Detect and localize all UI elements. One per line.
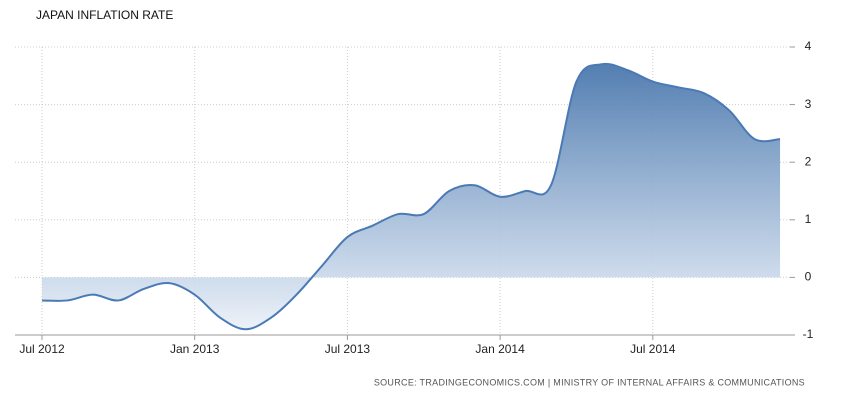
- line: [41, 62, 781, 331]
- area-fill: [42, 63, 781, 330]
- x-tick-label: Jan 2014: [475, 342, 525, 356]
- y-tick-label: 1: [805, 212, 812, 226]
- y-tick-label: 4: [805, 39, 812, 53]
- y-tick-label: -1: [803, 327, 814, 341]
- source-note: SOURCE: TRADINGECONOMICS.COM | MINISTRY …: [374, 377, 805, 387]
- chart-title: JAPAN INFLATION RATE: [36, 8, 173, 22]
- x-tick-label: Jul 2012: [19, 342, 65, 356]
- x-tick-label: Jul 2013: [325, 342, 371, 356]
- y-tick-label: 3: [805, 97, 812, 111]
- y-tick-label: 0: [805, 270, 812, 284]
- y-tick-label: 2: [805, 154, 812, 168]
- x-tick-label: Jul 2014: [630, 342, 676, 356]
- x-tick-label: Jan 2013: [170, 342, 220, 356]
